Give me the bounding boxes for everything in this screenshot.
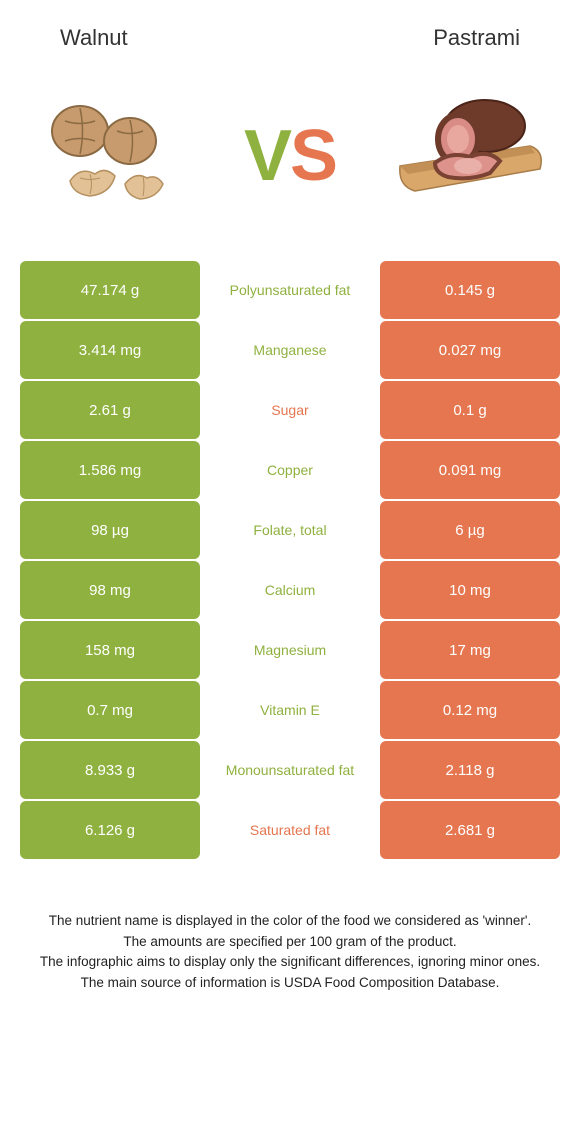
left-value-cell: 47.174 g	[20, 261, 200, 319]
nutrient-name-cell: Sugar	[200, 381, 380, 439]
footnote-line: The infographic aims to display only the…	[30, 952, 550, 972]
footnote-line: The amounts are specified per 100 gram o…	[30, 932, 550, 952]
right-value-cell: 6 µg	[380, 501, 560, 559]
nutrient-name-cell: Folate, total	[200, 501, 380, 559]
right-value-cell: 0.091 mg	[380, 441, 560, 499]
vs-s-letter: S	[290, 115, 336, 197]
left-value-cell: 3.414 mg	[20, 321, 200, 379]
right-value-cell: 0.1 g	[380, 381, 560, 439]
nutrition-table: 47.174 gPolyunsaturated fat0.145 g3.414 …	[20, 261, 560, 859]
table-row: 6.126 gSaturated fat2.681 g	[20, 801, 560, 859]
right-value-cell: 2.681 g	[380, 801, 560, 859]
nutrient-name-cell: Polyunsaturated fat	[200, 261, 380, 319]
nutrient-name-cell: Manganese	[200, 321, 380, 379]
table-row: 158 mgMagnesium17 mg	[20, 621, 560, 679]
nutrient-name-cell: Vitamin E	[200, 681, 380, 739]
nutrient-name-cell: Monounsaturated fat	[200, 741, 380, 799]
hero-row: V S	[0, 61, 580, 261]
left-value-cell: 98 mg	[20, 561, 200, 619]
right-value-cell: 0.145 g	[380, 261, 560, 319]
table-row: 98 µgFolate, total6 µg	[20, 501, 560, 559]
left-value-cell: 1.586 mg	[20, 441, 200, 499]
right-food-title: Pastrami	[433, 25, 520, 51]
table-row: 98 mgCalcium10 mg	[20, 561, 560, 619]
right-value-cell: 0.12 mg	[380, 681, 560, 739]
header-row: Walnut Pastrami	[0, 0, 580, 61]
left-value-cell: 98 µg	[20, 501, 200, 559]
pastrami-image	[390, 86, 550, 226]
table-row: 8.933 gMonounsaturated fat2.118 g	[20, 741, 560, 799]
nutrient-name-cell: Calcium	[200, 561, 380, 619]
left-value-cell: 6.126 g	[20, 801, 200, 859]
footnote-line: The main source of information is USDA F…	[30, 973, 550, 993]
footnotes: The nutrient name is displayed in the co…	[0, 861, 580, 992]
table-row: 47.174 gPolyunsaturated fat0.145 g	[20, 261, 560, 319]
vs-v-letter: V	[244, 115, 290, 197]
left-value-cell: 158 mg	[20, 621, 200, 679]
footnote-line: The nutrient name is displayed in the co…	[30, 911, 550, 931]
table-row: 3.414 mgManganese0.027 mg	[20, 321, 560, 379]
nutrient-name-cell: Copper	[200, 441, 380, 499]
right-value-cell: 10 mg	[380, 561, 560, 619]
right-value-cell: 2.118 g	[380, 741, 560, 799]
nutrient-name-cell: Saturated fat	[200, 801, 380, 859]
walnut-image	[30, 86, 190, 226]
left-value-cell: 8.933 g	[20, 741, 200, 799]
right-value-cell: 0.027 mg	[380, 321, 560, 379]
left-value-cell: 2.61 g	[20, 381, 200, 439]
right-value-cell: 17 mg	[380, 621, 560, 679]
table-row: 2.61 gSugar0.1 g	[20, 381, 560, 439]
left-value-cell: 0.7 mg	[20, 681, 200, 739]
vs-label: V S	[244, 115, 336, 197]
table-row: 0.7 mgVitamin E0.12 mg	[20, 681, 560, 739]
nutrient-name-cell: Magnesium	[200, 621, 380, 679]
table-row: 1.586 mgCopper0.091 mg	[20, 441, 560, 499]
left-food-title: Walnut	[60, 25, 128, 51]
